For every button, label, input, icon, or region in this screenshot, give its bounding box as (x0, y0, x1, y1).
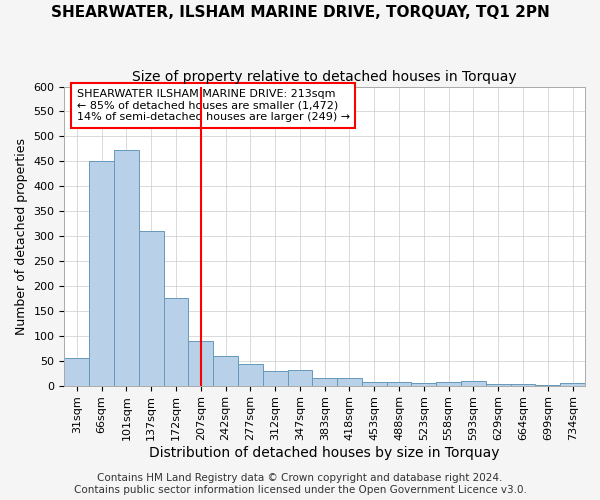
Title: Size of property relative to detached houses in Torquay: Size of property relative to detached ho… (133, 70, 517, 84)
Bar (486, 384, 511, 386)
Bar (287, 370, 313, 386)
Bar (188, 340, 213, 386)
Y-axis label: Number of detached properties: Number of detached properties (15, 138, 28, 334)
Bar (362, 382, 386, 386)
Bar (238, 364, 263, 386)
Bar (386, 382, 412, 386)
Bar (213, 356, 238, 386)
Text: SHEARWATER ILSHAM MARINE DRIVE: 213sqm
← 85% of detached houses are smaller (1,4: SHEARWATER ILSHAM MARINE DRIVE: 213sqm ←… (77, 89, 350, 122)
Bar (164, 298, 188, 386)
Bar (436, 382, 461, 386)
Bar (412, 383, 436, 386)
Bar (313, 378, 337, 386)
Bar (263, 370, 287, 386)
Text: SHEARWATER, ILSHAM MARINE DRIVE, TORQUAY, TQ1 2PN: SHEARWATER, ILSHAM MARINE DRIVE, TORQUAY… (50, 5, 550, 20)
Bar (64, 358, 89, 386)
Bar (89, 162, 114, 386)
Bar (139, 230, 164, 386)
Bar (114, 150, 139, 386)
X-axis label: Distribution of detached houses by size in Torquay: Distribution of detached houses by size … (149, 446, 500, 460)
Bar (535, 384, 560, 386)
Bar (337, 378, 362, 386)
Bar (511, 384, 535, 386)
Bar (560, 383, 585, 386)
Text: Contains HM Land Registry data © Crown copyright and database right 2024.
Contai: Contains HM Land Registry data © Crown c… (74, 474, 526, 495)
Bar (461, 380, 486, 386)
